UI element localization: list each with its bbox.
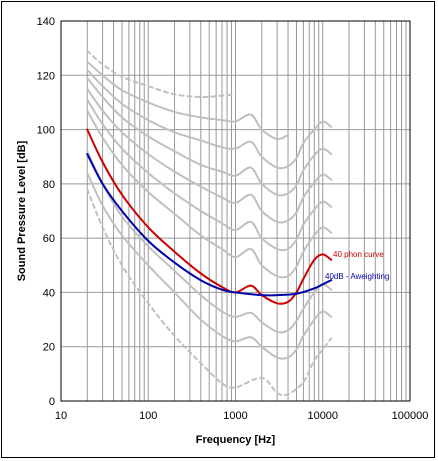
x-tick-label: 10 (55, 410, 67, 422)
x-tick-label: 100 (139, 410, 157, 422)
x-tick-label: 100000 (392, 410, 429, 422)
y-tick-label: 100 (37, 125, 55, 137)
legend-40-phon-curve: 40 phon curve (333, 250, 384, 259)
y-tick-label: 20 (43, 342, 55, 354)
y-tick-label: 140 (37, 16, 55, 28)
y-tick-label: 40 (43, 287, 55, 299)
legend-40db-aweighting: 40dB - Aweighting (325, 272, 389, 281)
x-tick-label: 10000 (307, 410, 338, 422)
y-tick-label: 60 (43, 233, 55, 245)
y-tick-label: 0 (49, 396, 55, 408)
x-axis-label: Frequency [Hz] (196, 434, 276, 446)
x-tick-label: 1000 (223, 410, 247, 422)
y-tick-label: 120 (37, 70, 55, 82)
y-axis-label: Sound Pressure Level [dB] (16, 140, 28, 281)
y-tick-label: 80 (43, 179, 55, 191)
